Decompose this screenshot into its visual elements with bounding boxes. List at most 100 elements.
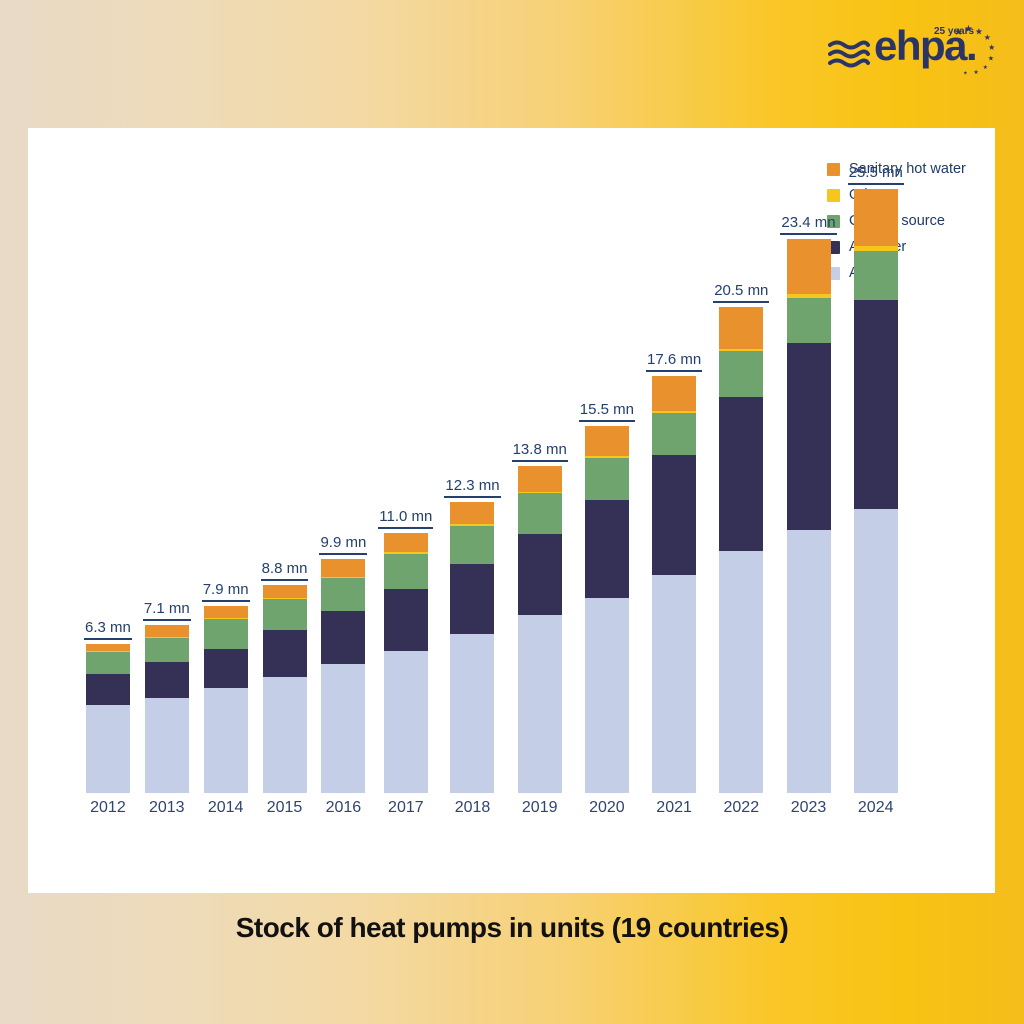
star-icon: ★ <box>973 70 979 77</box>
bar-stack <box>786 238 831 793</box>
x-axis-label: 2021 <box>656 799 692 816</box>
bar-stack <box>321 558 366 793</box>
star-icon: ★ <box>963 70 968 77</box>
star-icon: ★ <box>974 26 983 37</box>
eu-stars-icon: ★ ★ ★ ★ ★ ★ ★ ★ ★ ★ <box>826 20 1002 86</box>
bar-total-label: 23.4 mn <box>780 214 837 235</box>
bar-segment-ground-source <box>144 637 189 662</box>
bar-column-2015: 8.8 mn 2015 <box>260 560 309 817</box>
bar-stack <box>144 624 189 793</box>
legend-swatch-icon <box>827 214 840 228</box>
bar-segment-other <box>719 348 764 352</box>
bar-segment-other <box>262 598 307 600</box>
bar-column-2020: 15.5 mn 2020 <box>578 401 635 817</box>
bar-segment-other <box>450 524 495 527</box>
bar-segment-sanitary-hot-water <box>652 376 697 411</box>
bar-segment-air-water <box>853 300 898 509</box>
bar-segment-air-water <box>786 342 831 531</box>
ehpa-logo: ehpa. 25 years ★ ★ ★ ★ ★ ★ ★ ★ ★ ★ <box>826 20 1002 86</box>
legend-swatch-icon <box>827 162 840 176</box>
bar-segment-ground-source <box>383 553 428 590</box>
bar-total-label: 17.6 mn <box>646 351 703 373</box>
bar-segment-air-water <box>85 674 130 706</box>
bar-segment-ground-source <box>719 351 764 398</box>
x-axis-label: 2014 <box>207 799 244 816</box>
bar-segment-sanitary-hot-water <box>262 584 307 599</box>
chart-title: Stock of heat pumps in units (19 countri… <box>235 912 789 943</box>
bar-segment-air-water <box>450 564 495 635</box>
bar-segment-other <box>144 636 189 638</box>
bar-total-label: 9.9 mn <box>319 534 368 555</box>
bar-stack <box>584 425 629 793</box>
star-icon: ★ <box>963 24 973 36</box>
bar-segment-air-air <box>853 508 898 793</box>
ehpa-wordmark: ehpa. <box>874 22 978 69</box>
bar-segment-sanitary-hot-water <box>85 643 130 652</box>
bar-stack <box>517 466 562 793</box>
x-axis-label: 2012 <box>90 799 126 816</box>
bar-column-2022: 20.5 mn 2022 <box>713 282 770 817</box>
legend-item-sanitary-hot-water: Sanitary hot water <box>827 161 966 177</box>
bar-segment-ground-source <box>85 652 130 675</box>
bar-segment-other <box>321 576 366 578</box>
bar-column-2023: 23.4 mn 2023 <box>780 214 837 817</box>
bar-segment-ground-source <box>262 599 307 630</box>
bar-segment-air-air <box>203 687 248 793</box>
x-axis-label: 2016 <box>325 799 362 816</box>
bar-stack <box>450 501 495 793</box>
bar-stack <box>652 376 697 793</box>
bar-segment-other <box>203 617 248 619</box>
bar-column-2013: 7.1 mn 2013 <box>142 600 191 817</box>
bar-segment-air-water <box>203 648 248 688</box>
bar-column-2016: 9.9 mn 2016 <box>319 534 368 817</box>
bar-stack <box>853 189 898 793</box>
bar-stack <box>203 605 248 793</box>
x-axis-label: 2017 <box>388 799 424 816</box>
bar-segment-air-air <box>144 698 189 793</box>
x-axis-label: 2022 <box>723 799 760 816</box>
bar-column-2019: 13.8 mn 2019 <box>511 441 568 817</box>
x-axis-label: 2024 <box>857 799 894 816</box>
bar-total-label: 20.5 mn <box>713 282 770 304</box>
waves-icon <box>828 40 870 68</box>
bar-total-label: 11.0 mn <box>378 508 434 529</box>
bar-chart: 6.3 mn 2012 7.1 mn 2013 7.9 mn 2014 8.8 mn 2015… <box>84 164 904 817</box>
star-icon: ★ <box>983 33 991 43</box>
bar-segment-air-water <box>262 629 307 677</box>
bar-segment-other <box>786 294 831 299</box>
bar-column-2012: 6.3 mn 2012 <box>84 619 132 817</box>
x-axis-label: 2020 <box>589 799 625 816</box>
bar-segment-ground-source <box>853 250 898 301</box>
bar-segment-air-air <box>383 650 428 793</box>
bar-segment-sanitary-hot-water <box>517 466 562 492</box>
bar-column-2017: 11.0 mn 2017 <box>378 508 434 818</box>
x-axis-label: 2019 <box>521 799 558 816</box>
chart-card: Sanitary hot waterOtherGround sourceAir/… <box>28 128 995 893</box>
bar-total-label: 15.5 mn <box>578 401 635 422</box>
star-icon: ★ <box>946 36 955 47</box>
bar-segment-other <box>85 651 130 653</box>
x-axis-label: 2015 <box>266 799 303 816</box>
bar-column-2021: 17.6 mn 2021 <box>646 351 703 817</box>
bar-segment-sanitary-hot-water <box>450 501 495 525</box>
x-axis-label: 2018 <box>454 799 491 816</box>
bar-segment-air-air <box>584 597 629 793</box>
bar-total-label: 7.1 mn <box>142 600 191 621</box>
bar-stack <box>85 643 130 793</box>
anniversary-label: 25 years <box>934 26 975 37</box>
bar-segment-air-water <box>383 589 428 651</box>
bar-column-2014: 7.9 mn 2014 <box>201 581 250 817</box>
bar-segment-air-air <box>517 615 562 793</box>
bar-segment-sanitary-hot-water <box>144 624 189 637</box>
bar-segment-air-water <box>584 500 629 598</box>
bar-total-label: 8.8 mn <box>260 560 309 581</box>
bar-segment-other <box>652 410 697 413</box>
bar-segment-air-air <box>262 676 307 793</box>
bar-total-label: 13.8 mn <box>511 441 568 463</box>
legend-swatch-icon <box>827 188 840 202</box>
bar-segment-sanitary-hot-water <box>853 189 898 246</box>
bar-segment-sanitary-hot-water <box>719 307 764 349</box>
bar-total-label: 25.5 mn <box>847 164 904 186</box>
bar-segment-sanitary-hot-water <box>786 238 831 295</box>
